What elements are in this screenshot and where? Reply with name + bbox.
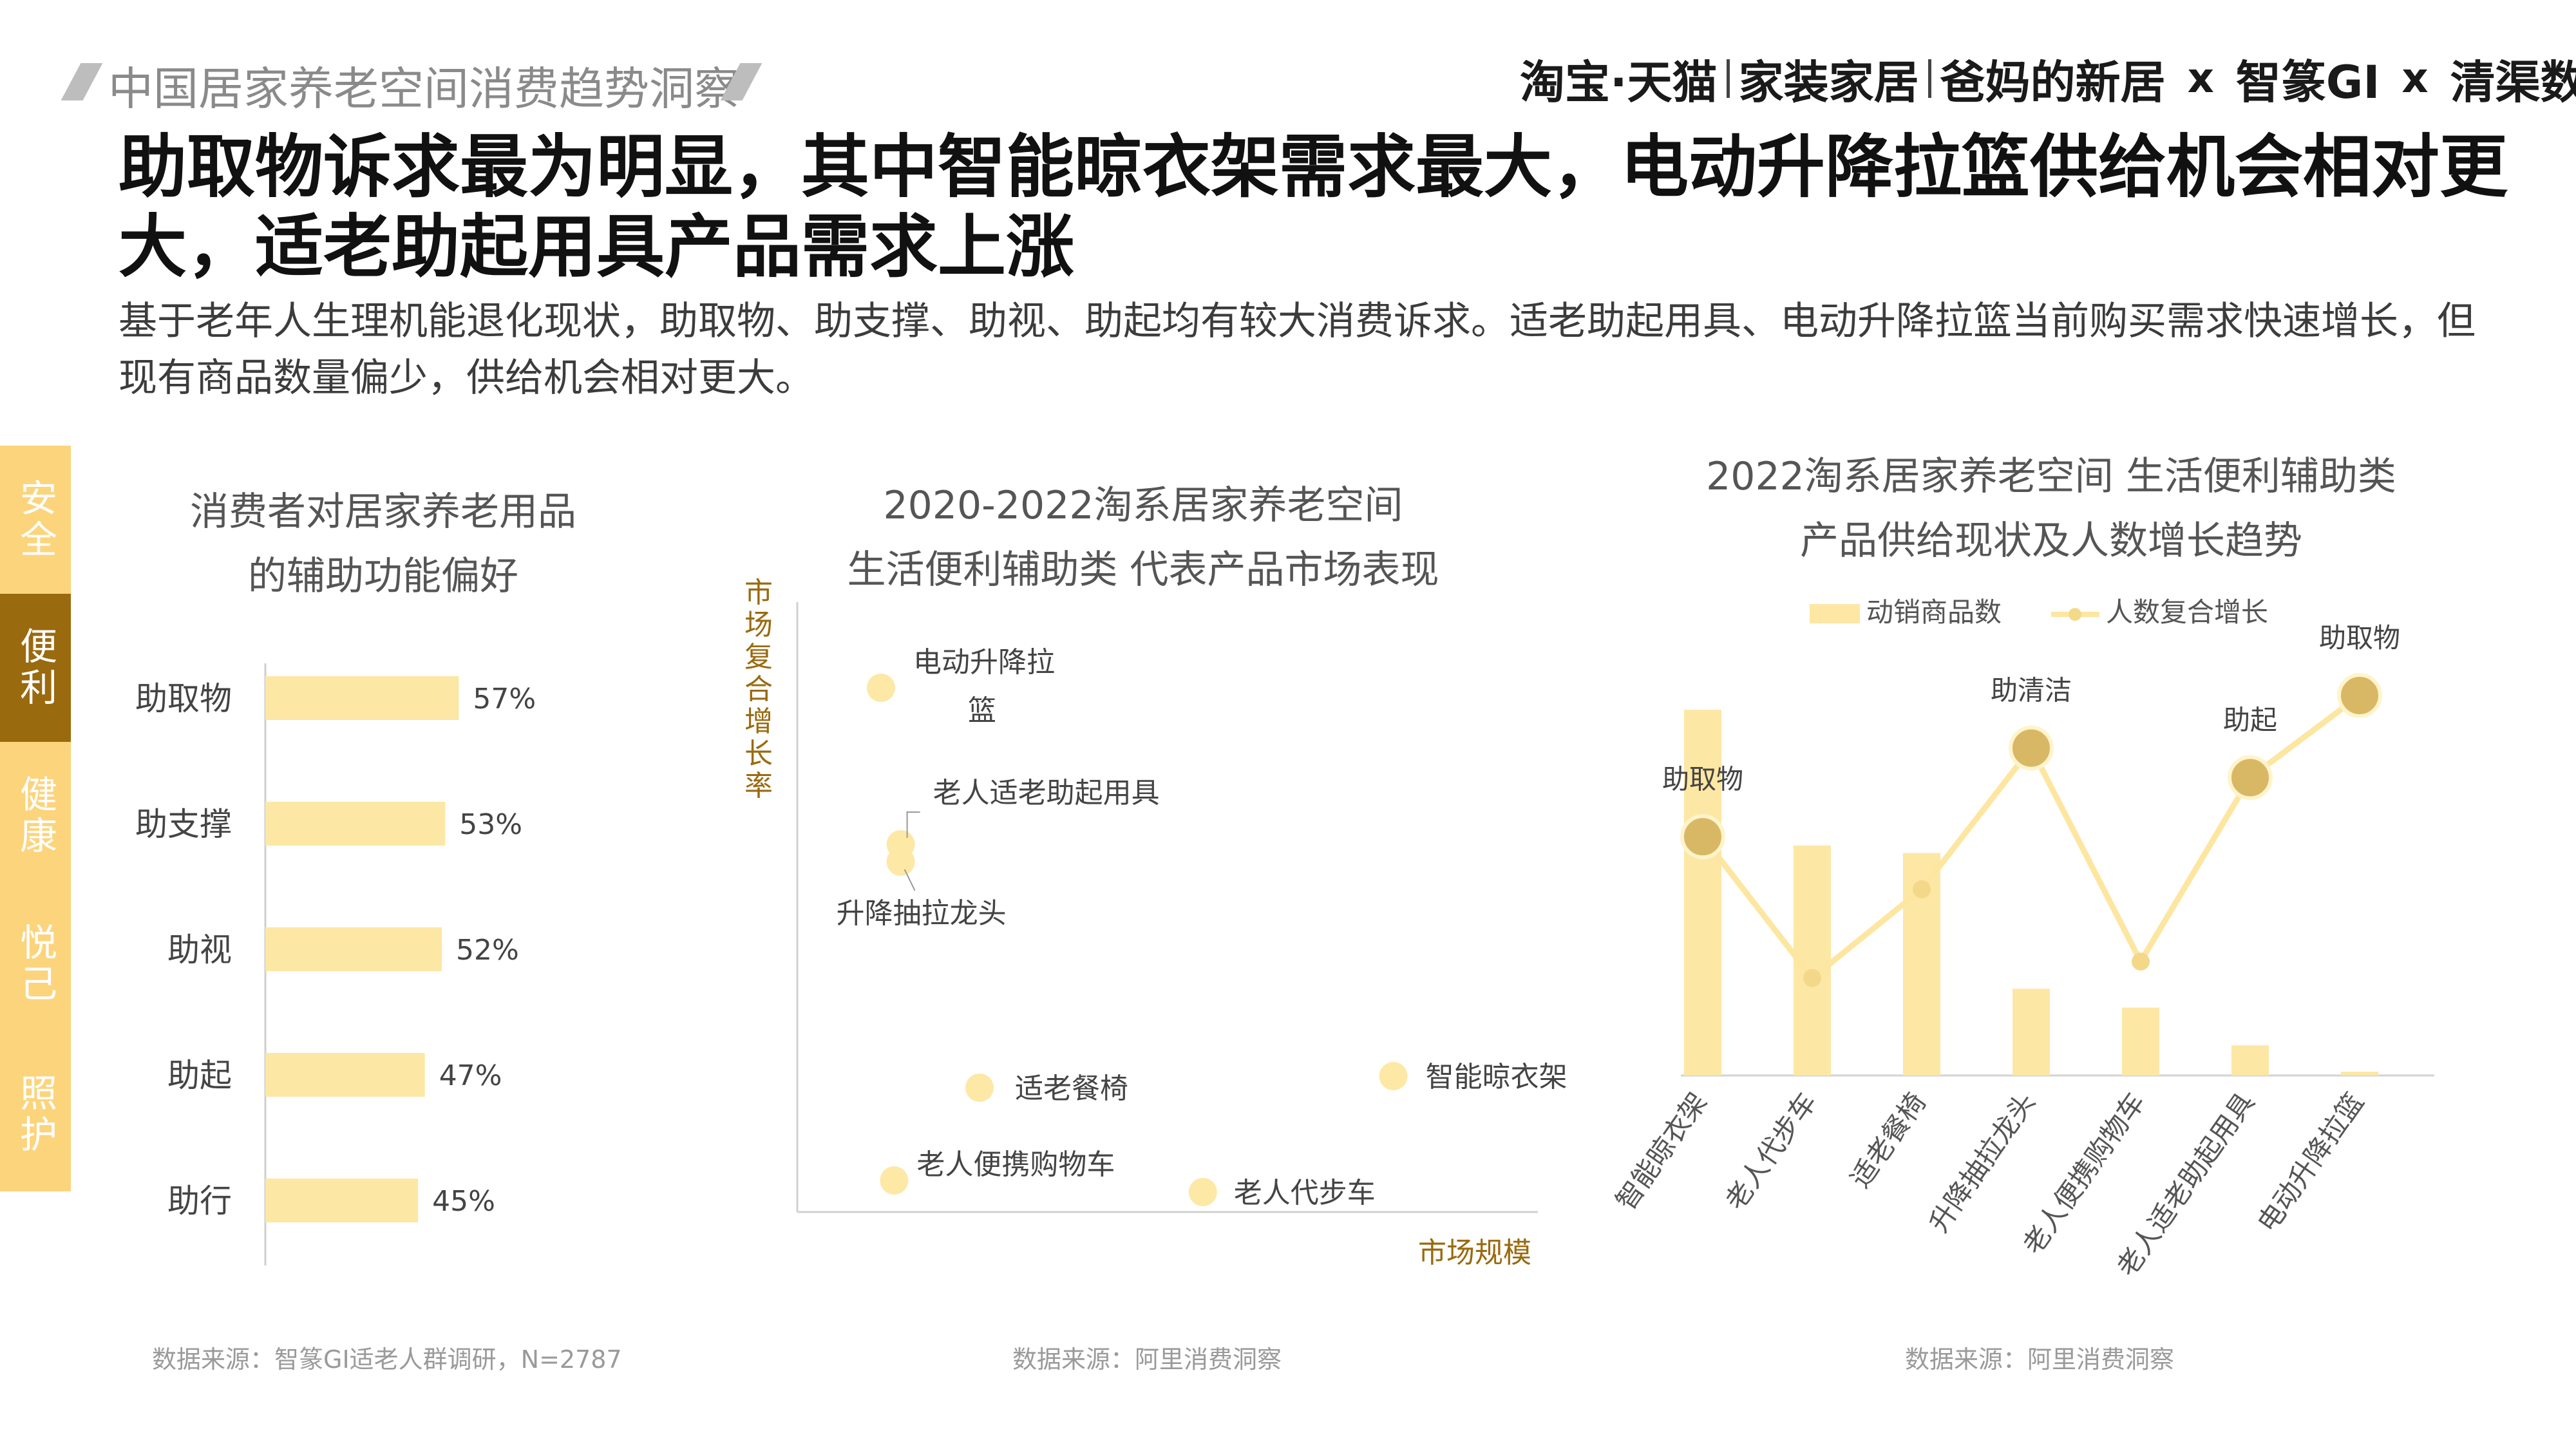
chart2-point-label: 智能晾衣架 bbox=[1426, 1061, 1567, 1094]
chart2-point bbox=[1379, 1062, 1408, 1090]
preference-bar-chart: 助取物 57% 助支撑 53% 助视 52% 助起 47% 助行 45% bbox=[135, 663, 536, 1265]
chart2-point-label: 老人代步车 bbox=[1234, 1177, 1376, 1209]
chart1-category-label: 助支撑 bbox=[135, 806, 232, 843]
chart1-bar bbox=[265, 1053, 425, 1097]
chart3-bar bbox=[1684, 710, 1721, 1075]
header-decor-left bbox=[61, 63, 103, 100]
chart3-legend-bar-label: 动销商品数 bbox=[1866, 596, 2002, 628]
chart3-highlight-marker bbox=[2228, 755, 2273, 800]
chart2-point bbox=[880, 1166, 909, 1195]
chart2-point bbox=[1188, 1178, 1217, 1206]
chart1-bar bbox=[265, 802, 446, 846]
chart1-value-label: 52% bbox=[456, 934, 519, 967]
chart3-highlight-marker bbox=[2337, 673, 2382, 718]
chart2-leader-line bbox=[906, 811, 920, 838]
brand-zhizhuan-gi: 智篆GI bbox=[2235, 55, 2380, 109]
chart3-line-marker bbox=[2132, 952, 2150, 971]
brand-divider bbox=[1726, 59, 1730, 98]
chart2-point-label: 老人便携购物车 bbox=[916, 1148, 1115, 1181]
chart2-y-axis-label: 市场复合增长率 bbox=[744, 576, 773, 802]
chart1-category-label: 助取物 bbox=[135, 680, 232, 717]
brand-qingqu-data: 清渠数据 bbox=[2450, 55, 2576, 109]
chart2-point bbox=[867, 674, 895, 702]
chart1-category-label: 助起 bbox=[167, 1057, 232, 1094]
brand-home-decor: 家装家居 bbox=[1738, 55, 1919, 109]
chart3-annotation-label: 助清洁 bbox=[1991, 675, 2072, 706]
chart1-source: 数据来源：智篆GI适老人群调研，N=2787 bbox=[152, 1345, 622, 1374]
chart2-point-label: 电动升降拉篮 bbox=[913, 646, 1055, 727]
chart2-title: 2020-2022淘系居家养老空间 生活便利辅助类 代表产品市场表现 bbox=[847, 483, 1439, 592]
side-tab-health[interactable]: 健康 bbox=[0, 742, 71, 890]
chart3-category-label: 适老餐椅 bbox=[1844, 1087, 1933, 1194]
report-title: 中国居家养老空间消费趋势洞察 bbox=[108, 62, 739, 115]
chart2-point-label: 老人适老助起用具 bbox=[933, 777, 1160, 810]
brand-logos: 淘宝·天猫 家装家居 爸妈的新居 x 智篆GI x 清渠数据 bbox=[1520, 53, 2576, 109]
page-headline: 助取物诉求最为明显，其中智能晾衣架需求最大，电动升降拉篮供给机会相对更大，适老助… bbox=[118, 128, 2508, 287]
chart3-bar bbox=[2122, 1007, 2159, 1075]
chart3-bar bbox=[2231, 1045, 2269, 1075]
chart3-category-label: 电动升降拉篮 bbox=[2251, 1087, 2371, 1238]
brand-divider bbox=[1927, 59, 1931, 98]
chart3-bar bbox=[2012, 989, 2050, 1075]
chart3-line-marker bbox=[1803, 969, 1821, 987]
chart3-category-label: 智能晾衣架 bbox=[1610, 1087, 1714, 1216]
chart3-line-marker bbox=[1913, 880, 1931, 898]
chart3-source: 数据来源：阿里消费洞察 bbox=[1905, 1345, 2175, 1374]
side-tab-convenience[interactable]: 便利 bbox=[0, 594, 71, 742]
chart1-value-label: 57% bbox=[473, 683, 536, 715]
chart3-category-label: 升降抽拉龙头 bbox=[1923, 1087, 2042, 1238]
chart1-value-label: 45% bbox=[432, 1185, 495, 1218]
brand-cross: x bbox=[2401, 55, 2429, 102]
chart2-point-label: 适老餐椅 bbox=[1015, 1072, 1128, 1105]
chart1-value-label: 53% bbox=[459, 808, 522, 841]
chart2-point bbox=[886, 848, 915, 876]
chart3-title: 2022淘系居家养老空间 生活便利辅助类 产品供给现状及人数增长趋势 bbox=[1706, 454, 2396, 564]
chart2-source: 数据来源：阿里消费洞察 bbox=[1012, 1345, 1282, 1374]
side-tab-care[interactable]: 照护 bbox=[0, 1038, 71, 1191]
chart3-annotation-label: 助取物 bbox=[1662, 763, 1743, 795]
chart3-annotation-label: 助取物 bbox=[2319, 622, 2400, 654]
chart1-bar bbox=[265, 927, 442, 971]
chart3-legend-line-label: 人数复合增长 bbox=[2106, 596, 2268, 628]
chart3-legend-bar-swatch bbox=[1810, 604, 1860, 623]
chart3-annotation-label: 助起 bbox=[2223, 705, 2277, 736]
brand-cross: x bbox=[2187, 55, 2214, 102]
chart3-legend-line-marker bbox=[2069, 608, 2081, 621]
brand-parents-new-home: 爸妈的新居 bbox=[1940, 55, 2166, 109]
chart3-highlight-marker bbox=[1680, 814, 1725, 860]
page-subtitle: 基于老年人生理机能退化现状，助取物、助支撑、助视、助起均有较大消费诉求。适老助起… bbox=[118, 299, 2476, 401]
chart2-x-axis-label: 市场规模 bbox=[1418, 1236, 1531, 1269]
brand-taobao-tmall: 淘宝·天猫 bbox=[1520, 55, 1718, 109]
chart1-bar bbox=[265, 1179, 419, 1222]
side-tab-safety[interactable]: 安全 bbox=[0, 446, 71, 594]
chart2-point bbox=[965, 1074, 994, 1102]
chart1-title: 消费者对居家养老用品 的辅助功能偏好 bbox=[190, 489, 576, 599]
chart1-bar bbox=[265, 676, 459, 720]
chart3-bar bbox=[2341, 1072, 2378, 1075]
chart1-category-label: 助视 bbox=[167, 931, 232, 969]
chart1-category-label: 助行 bbox=[167, 1182, 232, 1220]
chart3-category-label: 老人代步车 bbox=[1719, 1087, 1823, 1216]
chart1-value-label: 47% bbox=[439, 1059, 502, 1092]
chart3-highlight-marker bbox=[2009, 725, 2054, 771]
chart2-leader-line bbox=[904, 869, 916, 891]
chart2-point-label: 升降抽拉龙头 bbox=[837, 897, 1007, 930]
side-tab-self-pleasing[interactable]: 悦己 bbox=[0, 890, 71, 1038]
